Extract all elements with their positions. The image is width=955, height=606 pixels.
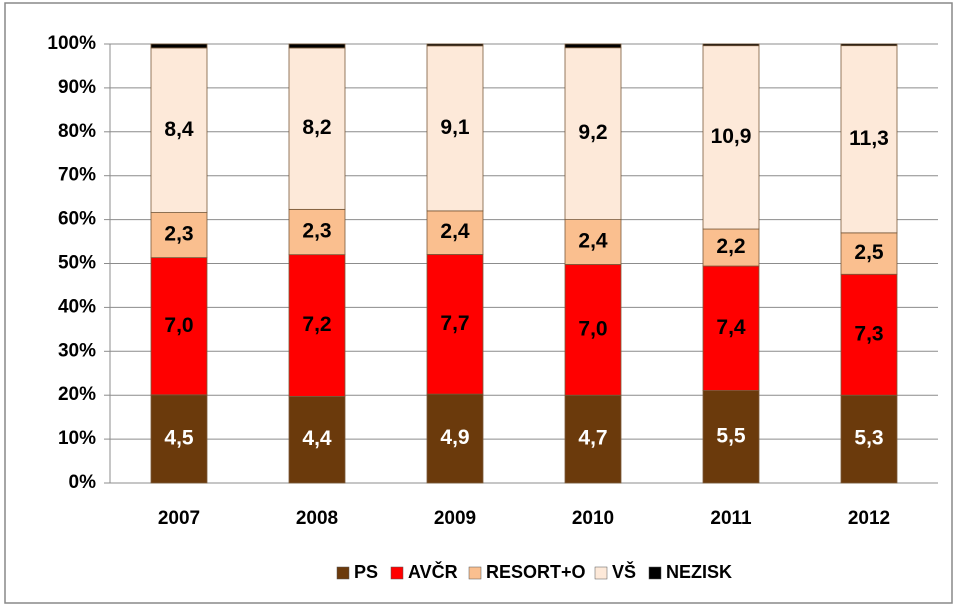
bar-segment [288,208,346,256]
bar-segment [564,264,622,396]
bar-segment [426,393,484,484]
value-label: 7,4 [716,316,746,339]
bar-segment [288,254,346,397]
bar-segment [702,390,760,484]
value-label: 8,4 [164,118,194,141]
x-tick-label: 2008 [296,508,338,529]
bar-segment [426,45,484,212]
legend-swatch [594,566,608,580]
bar-segment [702,43,760,47]
value-label: 2,4 [578,230,608,253]
value-label: 2,3 [164,223,193,246]
legend-swatch [390,566,404,580]
x-tick-label: 2012 [848,508,890,529]
value-label: 10,9 [711,125,752,148]
x-tick-label: 2011 [710,508,752,529]
bar-segment [288,395,346,484]
bar-segment [564,394,622,484]
bar-segment [564,47,622,221]
value-label: 4,9 [440,426,469,449]
legend-swatch [468,566,482,580]
legend-swatch [648,566,662,580]
legend-label: PS [354,562,378,582]
value-label: 2,5 [854,241,884,264]
y-tick-label: 70% [58,165,96,186]
value-label: 7,2 [302,313,331,336]
bar-segment [564,219,622,265]
legend-label: NEZISK [666,562,732,582]
value-label: 7,7 [440,312,469,335]
bar-segment [840,45,898,234]
y-tick-label: 30% [58,340,96,361]
y-tick-label: 80% [58,121,96,142]
bar-segment [702,228,760,267]
bar-segment [150,47,208,213]
value-label: 7,0 [164,314,193,337]
bar-segment [150,394,208,484]
value-label: 2,4 [440,220,470,243]
value-label: 7,3 [854,322,883,345]
bar-segment [564,43,622,49]
value-label: 11,3 [849,127,889,150]
bar-segment [150,43,208,49]
value-label: 4,5 [164,426,194,449]
y-tick-label: 20% [58,384,96,405]
y-tick-label: 0% [69,472,97,493]
bar-segment [288,47,346,210]
value-label: 9,1 [440,116,470,139]
value-label: 5,3 [854,427,883,450]
legend-label: AVČR [408,561,458,582]
y-tick-label: 60% [58,209,96,230]
bar-segment [426,43,484,47]
bar-segment [840,232,898,275]
legend-swatch [336,566,350,580]
legend-label: VŠ [612,561,636,582]
value-label: 2,2 [716,235,745,258]
y-tick-label: 90% [58,77,96,98]
bar-segment [840,394,898,484]
bar-segment [702,45,760,230]
bar-segment [288,43,346,49]
value-label: 4,4 [302,427,332,450]
bar-segment [426,210,484,255]
bar-segment [702,265,760,391]
bar-segment [840,43,898,47]
x-tick-label: 2010 [572,508,614,529]
y-tick-label: 10% [58,428,96,449]
x-tick-label: 2007 [158,508,200,529]
value-label: 4,7 [578,427,607,450]
legend-label: RESORT+O [486,562,586,582]
y-tick-label: 100% [47,33,96,54]
x-tick-label: 2009 [434,508,476,529]
value-label: 2,3 [302,220,331,243]
y-tick-label: 40% [58,296,96,317]
y-tick-label: 50% [58,253,96,274]
value-label: 7,0 [578,317,607,340]
value-label: 5,5 [716,424,746,447]
value-label: 9,2 [578,121,607,144]
value-label: 8,2 [302,116,331,139]
